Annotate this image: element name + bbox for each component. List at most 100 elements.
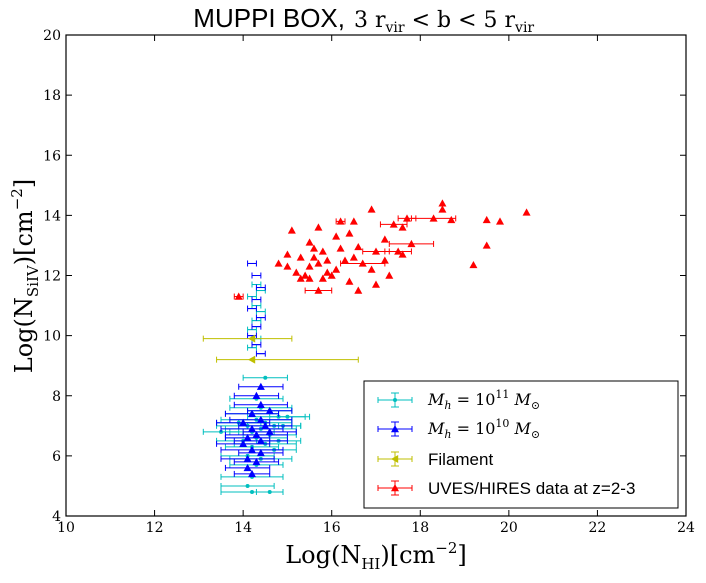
series-2 [202,334,359,364]
data-point-triangle [305,238,314,246]
data-point-triangle [385,271,394,279]
data-point-triangle [243,463,252,472]
data-point-triangle [283,262,292,270]
legend-mh11-m: M [427,390,445,409]
data-point-triangle [336,217,345,225]
data-point-triangle [327,271,336,279]
data-point-triangle [296,253,305,261]
data-point-triangle [265,427,274,436]
data-point-dot [285,414,290,419]
data-point-triangle [332,265,341,273]
data-point-triangle [349,217,358,225]
x-tick-label: 20 [500,520,518,536]
data-point-triangle [482,241,491,249]
y-axis-label-sub: SiIV [24,264,42,297]
data-point-triangle [252,457,261,466]
data-point-triangle [398,250,407,258]
data-point-triangle [283,250,292,258]
data-point-triangle [248,409,256,417]
data-point-triangle-left [248,334,256,343]
data-point-triangle [256,415,265,423]
x-axis-label-sub: HI [361,555,380,573]
plot-area-frame [65,34,687,517]
series-layer [202,199,531,495]
data-point-dot [219,429,223,434]
data-point-triangle [389,220,398,228]
legend-mh10-sup: 10 [495,417,509,430]
legend-mh11-sub: h [444,399,451,412]
data-point-triangle [256,400,265,408]
data-point-triangle [318,274,327,282]
x-axis-label-pre: Log(N [285,541,361,569]
data-point-triangle [248,424,256,433]
legend-mh10-sub: h [444,428,451,441]
y-tick-label: 16 [43,148,61,164]
y-tick-label: 14 [43,208,61,224]
legend-label-mh11: Mh = 1011 M⊙ [427,388,540,412]
data-point-triangle [345,229,354,237]
data-point-dot [263,375,268,380]
data-point-triangle [287,226,296,234]
legend-marker-1 [377,421,413,437]
data-point-triangle [323,256,332,264]
data-point-triangle [354,242,363,251]
data-point-triangle [372,280,380,288]
data-point-triangle [234,292,243,300]
x-tick-label: 10 [57,520,75,536]
chart-title-math-sub: vir [385,20,405,36]
data-point-triangle [482,215,491,224]
data-point-triangle [469,260,478,269]
legend-mh10-end: M [509,419,531,438]
data-point-triangle [248,445,256,454]
data-point-triangle [239,439,248,448]
legend-marker-0 [377,392,413,408]
legend-mh11-mid: = 10 [451,390,495,409]
legend-label-filament: Filament [428,450,493,469]
data-point-triangle [380,256,389,264]
data-point-dot [267,489,272,494]
data-point-triangle [243,454,252,463]
legend-label-uves: UVES/HIRES data at z=2-3 [428,479,635,498]
y-axis-label-sup: −2 [8,188,26,210]
data-point-triangle [314,286,323,294]
legend: Mh = 1011 M⊙ Mh = 1010 M⊙ Filament UVES/… [363,380,679,509]
y-axis-label-post: )[cm [10,210,38,265]
y-tick-label: 4 [52,509,61,525]
data-point-triangle [391,484,399,492]
y-tick-label: 8 [52,389,61,405]
data-point-triangle [336,244,345,252]
x-tick-label: 14 [234,520,252,536]
data-point-triangle [296,274,305,282]
series-3 [233,199,531,300]
data-point-triangle [403,214,411,222]
data-point-dot [393,398,397,402]
data-point-triangle [252,430,261,439]
data-point-triangle [367,265,376,273]
data-point-triangle [341,256,349,264]
data-point-triangle [496,217,504,225]
chart-title-text: MUPPI BOX, [193,3,345,33]
data-point-triangle [318,247,327,255]
data-point-triangle [345,277,354,285]
y-tick-label: 20 [43,28,61,44]
legend-mh11-endsub: ⊙ [531,399,540,412]
data-point-triangle [398,223,407,231]
y-tick-label: 6 [52,449,61,465]
y-tick-label: 12 [43,269,61,285]
x-tick-label: 16 [323,520,341,536]
data-point-triangle [252,391,261,399]
data-point-triangle [391,425,399,433]
legend-box [363,380,679,509]
data-point-triangle-left [391,455,399,463]
legend-mh10-endsub: ⊙ [531,428,540,441]
data-point-triangle [301,271,310,279]
data-point-triangle [372,247,380,255]
data-point-triangle [310,244,318,252]
legend-marker-3 [377,480,413,496]
y-tick-label: 18 [43,88,61,104]
data-point-triangle [256,448,265,457]
data-point-triangle [310,253,318,261]
data-point-triangle-left [248,355,256,364]
x-axis-label-post: )[cm [380,541,435,569]
